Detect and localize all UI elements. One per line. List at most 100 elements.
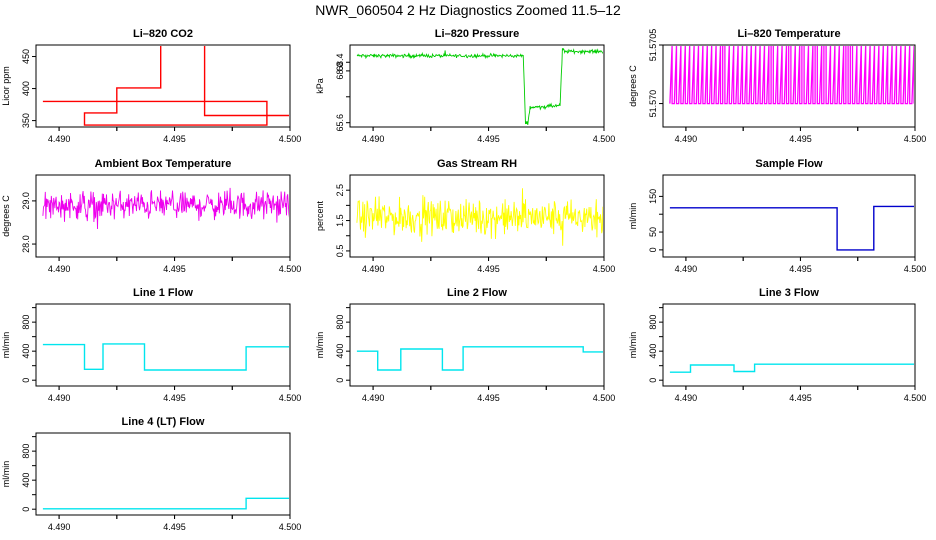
plot-frame (662, 174, 916, 258)
x-tick-label: 4.490 (48, 522, 71, 532)
x-tick-label: 4.495 (163, 393, 186, 403)
x-tick-label: 4.490 (362, 264, 385, 274)
chart-title: Ambient Box Temperature (95, 158, 232, 170)
x-tick-label: 4.490 (362, 134, 385, 144)
y-tick-label: 400 (21, 81, 31, 96)
y-tick-label: 400 (21, 344, 31, 359)
figure-title: NWR_060504 2 Hz Diagnostics Zoomed 11.5–… (315, 2, 621, 18)
x-tick-label: 4.495 (163, 522, 186, 532)
y-axis-label: degrees C (628, 65, 638, 107)
y-tick-label: 800 (21, 444, 31, 459)
y-tick-label: 450 (21, 49, 31, 64)
series-group (669, 46, 914, 105)
plot-frame (349, 44, 605, 128)
y-tick-label: 68.0 (335, 62, 345, 80)
y-axis-label: ml/min (1, 461, 11, 488)
y-axis-label: ml/min (628, 203, 638, 230)
y-tick-label: 51.570 (648, 90, 658, 118)
plot-frame (662, 303, 916, 387)
x-tick-label: 4.495 (477, 264, 500, 274)
y-tick-label: 400 (21, 473, 31, 488)
y-axis-label: degrees C (1, 195, 11, 237)
chart-panel-5: Gas Stream RH 4.490 4.495 4.500 0.5 1.5 2.5 per… (315, 158, 615, 274)
x-tick-label: 4.500 (593, 134, 616, 144)
chart-panel-9: Line 3 Flow 4.490 4.495 4.500 0 400 800 ml/min (628, 287, 926, 403)
x-tick-label: 4.500 (593, 264, 616, 274)
y-axis-label: ml/min (1, 332, 11, 359)
chart-title: Gas Stream RH (437, 158, 517, 170)
chart-title: Li–820 Temperature (737, 28, 840, 40)
y-tick-label: 800 (648, 315, 658, 330)
y-axis-label: Licor ppm (1, 66, 11, 106)
y-tick-label: 400 (335, 344, 345, 359)
y-tick-label: 65.6 (335, 114, 345, 132)
series-line (669, 205, 914, 251)
chart-panel-6: Sample Flow 4.490 4.495 4.500 0 50 150 ml/min (628, 158, 926, 274)
chart-panel-7: Line 1 Flow 4.490 4.495 4.500 0 400 800 ml/min (1, 287, 301, 403)
series-line (42, 187, 289, 230)
y-tick-label: 0 (21, 507, 31, 512)
plot-frame (35, 44, 291, 128)
series-group (42, 187, 289, 230)
chart-panel-10: Line 4 (LT) Flow 4.490 4.495 4.500 0 400 800 ml… (1, 416, 301, 532)
series-group (669, 363, 914, 373)
series-group (42, 343, 289, 371)
series-line (42, 46, 289, 126)
x-tick-label: 4.500 (279, 522, 302, 532)
y-tick-label: 68.4 (335, 53, 345, 71)
chart-panel-1: Li–820 CO2 4.490 4.495 4.500 350 400 450 Licor … (1, 28, 301, 144)
chart-title: Line 1 Flow (133, 287, 193, 299)
x-tick-label: 4.490 (675, 134, 698, 144)
x-tick-label: 4.500 (904, 134, 927, 144)
series-group (669, 205, 914, 251)
y-tick-label: 29.0 (21, 192, 31, 210)
x-tick-label: 4.490 (362, 393, 385, 403)
y-axis-label: percent (315, 200, 325, 231)
series-group (356, 346, 603, 371)
chart-title: Li–820 CO2 (133, 28, 193, 40)
y-tick-label: 0 (648, 378, 658, 383)
x-tick-label: 4.500 (904, 264, 927, 274)
x-tick-label: 4.490 (675, 393, 698, 403)
y-tick-label: 350 (21, 113, 31, 128)
series-group (356, 47, 603, 125)
series-line (356, 346, 603, 371)
y-axis-label: ml/min (315, 332, 325, 359)
y-tick-label: 0 (335, 378, 345, 383)
x-tick-label: 4.495 (163, 264, 186, 274)
y-tick-label: 51.5705 (648, 29, 658, 62)
y-tick-label: 50 (648, 227, 658, 237)
series-group (42, 46, 289, 126)
plot-frame (35, 303, 291, 387)
plot-frame (35, 432, 291, 516)
series-group (356, 188, 603, 246)
plot-frame (349, 174, 605, 258)
x-tick-label: 4.500 (904, 393, 927, 403)
y-tick-label: 1.5 (335, 214, 345, 227)
chart-title: Line 4 (LT) Flow (122, 416, 205, 428)
y-tick-label: 0.5 (335, 245, 345, 258)
x-tick-label: 4.495 (789, 264, 812, 274)
chart-panel-4: Ambient Box Temperature 4.490 4.495 4.500 28… (1, 158, 301, 274)
chart-title: Li–820 Pressure (435, 28, 519, 40)
series-line (669, 46, 914, 105)
x-tick-label: 4.495 (163, 134, 186, 144)
y-tick-label: 150 (648, 189, 658, 204)
y-axis-label: ml/min (628, 332, 638, 359)
series-line (356, 47, 603, 125)
x-tick-label: 4.500 (593, 393, 616, 403)
chart-panel-2: Li–820 Pressure 4.490 4.495 4.500 65.6 68.068… (315, 28, 615, 144)
x-tick-label: 4.495 (477, 134, 500, 144)
series-line (356, 188, 603, 246)
y-tick-label: 2.5 (335, 184, 345, 197)
plot-frame (662, 44, 916, 128)
y-tick-label: 0 (21, 378, 31, 383)
chart-title: Line 2 Flow (447, 287, 507, 299)
chart-title: Sample Flow (755, 158, 823, 170)
x-tick-label: 4.490 (48, 134, 71, 144)
x-tick-label: 4.495 (477, 393, 500, 403)
y-axis-label: kPa (315, 78, 325, 94)
series-line (42, 497, 289, 510)
series-group (42, 497, 289, 510)
x-tick-label: 4.500 (279, 264, 302, 274)
